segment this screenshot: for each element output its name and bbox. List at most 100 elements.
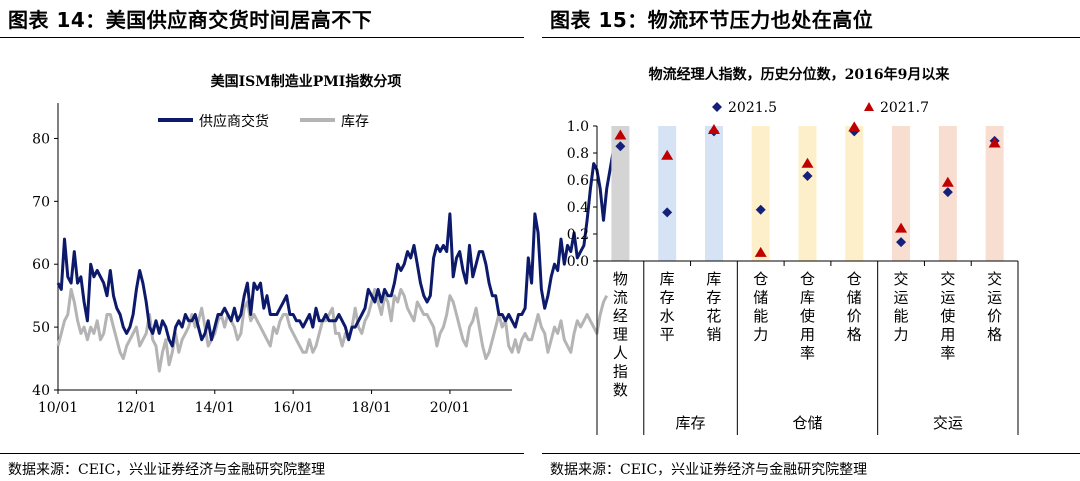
x-tick-label: 20/01 [430,400,470,416]
point-2021-7 [848,121,861,132]
category-label-char: 格 [987,326,1002,344]
series-line-supplier-delivery [56,149,625,348]
category-label-char: 价 [987,307,1002,325]
category-band [611,126,630,261]
y-tick-label: 0.6 [567,173,589,189]
category-label-char: 运 [894,289,909,307]
category-label-char: 使 [800,307,815,325]
category-label-char: 理 [613,326,628,344]
point-2021-7 [941,176,954,187]
point-2021-7 [707,124,720,135]
x-tick-label: 10/01 [38,400,78,416]
point-2021-5 [802,170,813,181]
lmi-category-labels: 物流经理人指数库存水平库存花销仓储能力仓库使用率仓储价格交运能力交运使用率交运价… [613,270,1002,432]
legend-marker-diamond [712,102,722,112]
category-band [845,126,864,261]
category-label-char: 储 [847,289,862,307]
y-tick-label: 0.4 [567,200,589,216]
lmi-legend: 2021.5 2021.7 [712,100,929,116]
category-label-char: 运 [987,289,1002,307]
point-2021-7 [754,246,767,257]
category-label-char: 仓 [753,270,768,288]
point-2021-7 [614,129,627,140]
category-label-char: 指 [613,363,628,381]
figure-14-title: 图表 14：美国供应商交货时间居高不下 [8,8,373,32]
series-line-inventory [56,287,609,373]
figure-15-bottom-rule [542,453,1080,454]
figure-14-bottom-rule [0,453,524,454]
pmi-chart-title: 美国ISM制造业PMI指数分项 [211,73,402,90]
legend-label-2021-5: 2021.5 [728,100,777,116]
legend-marker-triangle [864,102,874,111]
x-tick-label: 18/01 [351,400,391,416]
category-label-char: 能 [753,307,768,325]
category-label-char: 用 [940,326,955,344]
category-label-char: 交 [987,270,1002,288]
category-label-char: 存 [706,289,721,307]
y-tick-label: 60 [32,257,50,273]
pmi-series [56,149,625,373]
category-band [704,126,723,261]
category-label-char: 用 [800,326,815,344]
figure-14: 图表 14：美国供应商交货时间居高不下 美国ISM制造业PMI指数分项 供应商交… [0,0,625,481]
x-tick-label: 12/01 [116,400,156,416]
lmi-points [614,121,1001,257]
category-label-char: 使 [940,307,955,325]
figure-15: 图表 15：物流环节压力也处在高位 物流经理人指数，历史分位数，2016年9月以… [542,0,1080,481]
point-2021-5 [849,126,860,137]
category-label-char: 价 [847,307,862,325]
category-band [751,126,770,261]
figure-14-top-rule [0,37,524,38]
pmi-axes: 40 50 60 70 80 10/01 12/01 14/01 16/01 18/01 20/01 [32,103,512,416]
point-2021-7 [661,149,674,160]
category-label-char: 交 [940,270,955,288]
category-label-char: 库 [660,270,675,288]
category-label-char: 存 [660,289,675,307]
category-label-char: 经 [613,307,628,325]
legend-label-inventory: 库存 [341,114,369,130]
category-label-char: 率 [940,344,955,362]
category-label-char: 花 [706,307,721,325]
category-label-char: 仓 [800,270,815,288]
category-band [658,126,677,261]
lmi-axes: 0.0 0.2 0.4 0.6 0.8 1.0 [567,119,1019,435]
category-label-char: 库 [706,270,721,288]
pmi-line-chart: 美国ISM制造业PMI指数分项 供应商交货 库存 40 50 60 70 80 10/01… [32,73,625,416]
figure-14-source: 数据来源：CEIC，兴业证券经济与金融研究院整理 [8,462,326,478]
lmi-chart-title: 物流经理人指数，历史分位数，2016年9月以来 [649,66,951,83]
category-label-char: 销 [706,326,721,344]
group-label: 仓储 [792,414,822,432]
point-2021-5 [662,207,673,218]
legend-label-2021-7: 2021.7 [880,100,929,116]
y-tick-label: 0.8 [567,146,589,162]
category-label-char: 格 [847,326,862,344]
category-label-char: 储 [753,289,768,307]
category-band [798,126,817,261]
category-label-char: 能 [894,307,909,325]
category-label-char: 流 [613,289,628,307]
category-label-char: 数 [613,381,628,399]
y-tick-label: 0.0 [567,254,589,270]
y-tick-label: 50 [32,320,50,336]
category-label-char: 平 [660,326,675,344]
category-label-char: 物 [613,270,628,288]
y-tick-label: 70 [32,194,50,210]
group-label: 库存 [676,414,706,432]
point-2021-5 [755,204,766,215]
category-label-char: 仓 [847,270,862,288]
point-2021-5 [615,141,626,152]
group-label: 交运 [933,414,963,432]
point-2021-5 [942,187,953,198]
logistics-percentile-chart: 物流经理人指数，历史分位数，2016年9月以来 2021.5 2021.7 0.… [567,66,1019,435]
x-tick-label: 14/01 [195,400,235,416]
category-band [892,126,911,261]
point-2021-7 [988,137,1001,148]
category-band [985,126,1004,261]
lmi-bands [611,126,1004,261]
y-tick-label: 80 [32,131,50,147]
x-tick-label: 16/01 [273,400,313,416]
category-label-char: 率 [800,344,815,362]
point-2021-5 [896,237,907,248]
pmi-legend: 供应商交货 库存 [158,113,369,130]
category-label-char: 力 [753,326,768,344]
